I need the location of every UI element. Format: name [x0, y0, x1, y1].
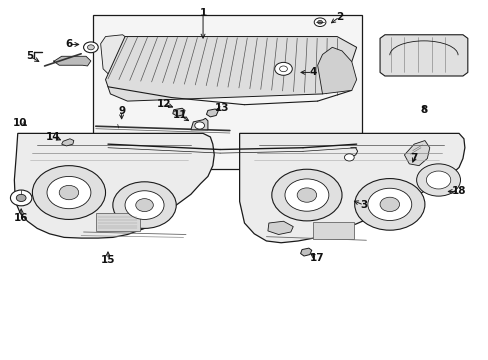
Circle shape — [16, 194, 26, 202]
Polygon shape — [53, 56, 91, 66]
Text: 7: 7 — [409, 153, 417, 163]
Circle shape — [83, 42, 98, 53]
Circle shape — [87, 45, 94, 50]
Circle shape — [274, 62, 292, 75]
Text: 9: 9 — [118, 106, 125, 116]
Polygon shape — [239, 134, 464, 243]
Text: 4: 4 — [308, 67, 316, 77]
Text: 10: 10 — [13, 118, 27, 128]
Circle shape — [59, 185, 79, 200]
Circle shape — [426, 171, 450, 189]
Circle shape — [317, 21, 322, 24]
Polygon shape — [101, 35, 132, 76]
Circle shape — [297, 188, 316, 202]
Circle shape — [314, 18, 325, 27]
Circle shape — [279, 66, 287, 72]
Circle shape — [416, 164, 460, 196]
Text: 8: 8 — [420, 105, 427, 115]
Text: 3: 3 — [360, 200, 367, 210]
Circle shape — [194, 122, 204, 129]
Circle shape — [47, 176, 91, 209]
Text: 5: 5 — [26, 51, 34, 61]
Polygon shape — [206, 109, 218, 117]
Polygon shape — [300, 248, 311, 256]
Polygon shape — [190, 118, 207, 130]
Circle shape — [367, 188, 411, 221]
Text: 18: 18 — [451, 186, 466, 197]
Polygon shape — [404, 140, 429, 166]
Polygon shape — [61, 139, 74, 146]
Polygon shape — [317, 47, 356, 94]
Polygon shape — [379, 35, 467, 76]
Text: 2: 2 — [335, 12, 343, 22]
Text: 12: 12 — [157, 99, 171, 109]
Text: 17: 17 — [309, 253, 324, 263]
Bar — [93, 15, 361, 169]
Polygon shape — [267, 221, 293, 234]
Circle shape — [113, 182, 176, 228]
Text: 6: 6 — [65, 40, 72, 49]
Circle shape — [125, 191, 163, 220]
Circle shape — [10, 190, 32, 206]
Bar — [96, 213, 140, 231]
Text: 16: 16 — [14, 213, 28, 222]
Bar — [312, 222, 353, 239]
Text: 15: 15 — [101, 255, 115, 265]
Circle shape — [32, 166, 105, 220]
Circle shape — [136, 199, 153, 212]
Circle shape — [354, 179, 424, 230]
Circle shape — [379, 197, 399, 212]
Polygon shape — [14, 134, 214, 238]
Circle shape — [271, 169, 341, 221]
Circle shape — [344, 154, 353, 161]
Text: 1: 1 — [199, 8, 206, 18]
Polygon shape — [172, 108, 184, 116]
Text: 11: 11 — [173, 111, 187, 121]
Text: 14: 14 — [46, 132, 61, 142]
Polygon shape — [105, 37, 356, 101]
Circle shape — [285, 179, 328, 211]
Text: 13: 13 — [215, 103, 229, 113]
